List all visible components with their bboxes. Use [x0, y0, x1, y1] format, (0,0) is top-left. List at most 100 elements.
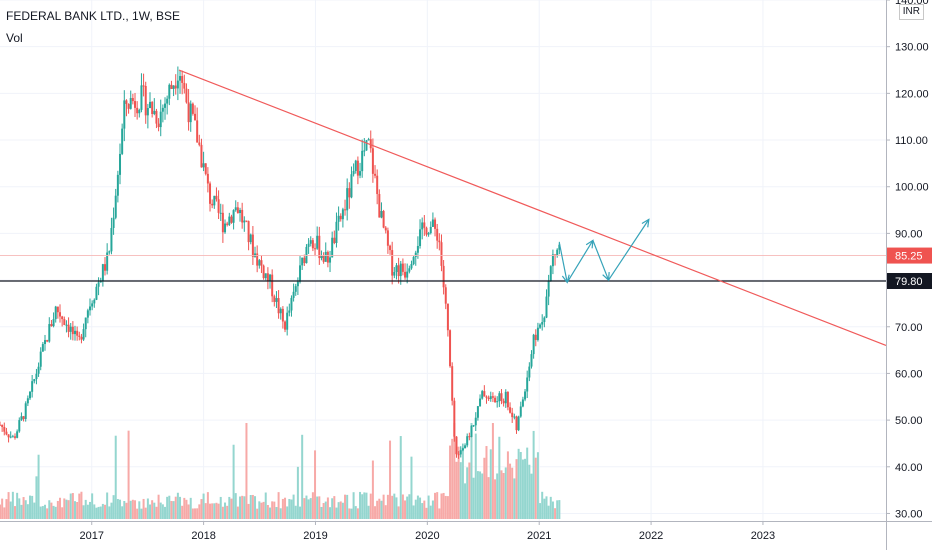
- volume-bar: [401, 494, 404, 519]
- candle-body: [453, 400, 456, 437]
- candle-body: [496, 401, 499, 403]
- candle-body: [384, 227, 387, 231]
- candle-body: [142, 85, 145, 87]
- candle-body: [95, 286, 98, 300]
- volume-bar: [506, 451, 509, 519]
- candle-body: [431, 219, 434, 227]
- volume-bar: [123, 501, 126, 519]
- volume-bar: [262, 501, 265, 519]
- volume-bar: [146, 498, 149, 519]
- volume-bar: [35, 476, 38, 519]
- candle-body: [335, 221, 338, 243]
- candle-body: [299, 265, 302, 282]
- volume-bar: [547, 505, 550, 519]
- volume-bar: [322, 503, 325, 519]
- candle-body: [161, 107, 164, 112]
- volume-bar: [549, 496, 552, 519]
- candle-body: [166, 98, 169, 104]
- volume-bar: [318, 496, 321, 519]
- volume-bar: [56, 500, 59, 519]
- price-badge-bg: [887, 247, 932, 264]
- candle-body: [170, 84, 173, 89]
- volume-bar: [494, 479, 497, 519]
- candle-body: [506, 391, 509, 408]
- y-tick-label: 110.00: [895, 135, 928, 147]
- candle-body: [221, 212, 224, 233]
- candle-body: [511, 412, 514, 418]
- volume-bar: [487, 477, 490, 519]
- candle-body: [277, 298, 280, 314]
- volume-bar: [61, 507, 64, 519]
- volume-bar: [517, 448, 520, 519]
- candle-body: [468, 436, 471, 438]
- candle-body: [389, 245, 392, 251]
- candle-body: [59, 312, 62, 317]
- volume-bar: [236, 506, 239, 519]
- candle-body: [269, 274, 272, 282]
- volume-bar: [106, 492, 109, 519]
- candle-body: [183, 82, 186, 89]
- volume-bar: [374, 506, 377, 519]
- candle-body: [56, 306, 59, 313]
- volume-bar: [307, 499, 310, 519]
- candle-body: [314, 248, 317, 250]
- candle-body: [140, 85, 143, 110]
- trendline: [178, 69, 887, 346]
- volume-bar: [149, 504, 152, 519]
- candle-body: [61, 316, 64, 320]
- volume-bar: [459, 462, 462, 519]
- candle-body: [391, 250, 394, 276]
- volume-bar: [346, 494, 349, 519]
- candle-body: [258, 260, 261, 266]
- volume-bar: [22, 497, 25, 519]
- candle-body: [241, 209, 244, 223]
- candle-body: [519, 406, 522, 417]
- candle-body: [536, 327, 539, 340]
- volume-bar: [558, 500, 561, 519]
- volume-bar: [485, 446, 488, 519]
- candle-body: [401, 263, 404, 272]
- candle-body: [50, 324, 53, 327]
- candle-body: [382, 211, 385, 228]
- volume-bar: [46, 508, 49, 519]
- volume-bar: [515, 459, 518, 519]
- volume-bar: [359, 491, 362, 519]
- volume-bar: [217, 503, 220, 519]
- volume-bar: [513, 478, 516, 519]
- candle-body: [204, 163, 207, 174]
- volume-bar: [543, 498, 546, 519]
- volume-bar: [245, 423, 248, 519]
- volume-bar: [264, 492, 267, 519]
- volume-bar: [142, 498, 145, 519]
- volume-bar: [48, 500, 51, 519]
- volume-bar: [279, 508, 282, 519]
- candle-body: [11, 436, 14, 438]
- candle-body: [24, 403, 27, 419]
- volume-bar: [284, 497, 287, 519]
- volume-bar: [476, 471, 479, 519]
- candle-body: [419, 229, 422, 246]
- volume-bar: [52, 505, 55, 519]
- volume-bar: [243, 496, 246, 519]
- volume-bar: [101, 503, 104, 519]
- candle-body: [485, 396, 488, 398]
- volume-bar: [489, 449, 492, 519]
- volume-bar: [155, 506, 158, 519]
- volume-bar: [541, 491, 544, 519]
- currency-badge[interactable]: INR: [898, 4, 924, 20]
- volume-bar: [136, 508, 139, 519]
- volume-bar: [54, 506, 57, 519]
- candle-body: [498, 393, 501, 402]
- volume-bar: [104, 504, 107, 519]
- volume-bar: [440, 493, 443, 519]
- candle-body: [125, 100, 128, 104]
- volume-bar: [176, 492, 179, 519]
- volume-bar: [258, 501, 261, 519]
- candle-body: [309, 240, 312, 244]
- projection-arrowhead: [641, 218, 650, 228]
- x-tick-label: 2022: [639, 530, 663, 542]
- candle-body: [116, 174, 119, 196]
- volume-bar: [539, 503, 542, 519]
- volume-bar: [121, 506, 124, 519]
